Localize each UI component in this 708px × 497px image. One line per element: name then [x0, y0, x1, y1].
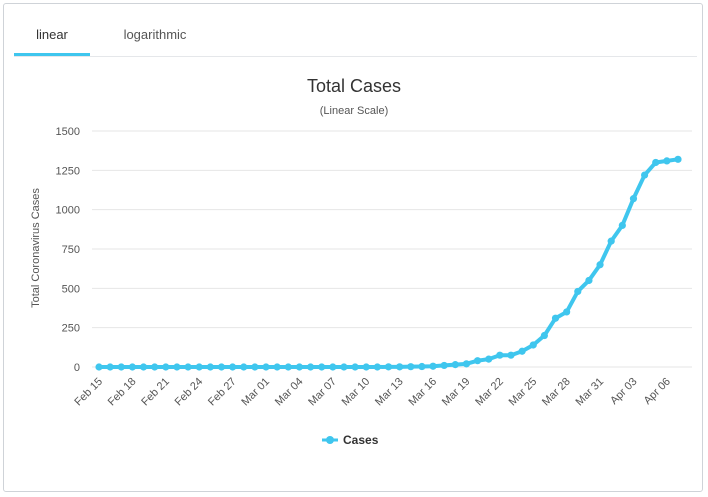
y-axis-ticks: 0 250 500 750 1000 1250 1500: [56, 126, 80, 374]
data-point[interactable]: [217, 363, 226, 371]
series-cases: [95, 155, 682, 371]
data-point[interactable]: [340, 363, 348, 371]
data-point[interactable]: [184, 363, 192, 371]
data-point[interactable]: [240, 363, 248, 371]
x-tick-label: Mar 01: [239, 376, 272, 409]
x-tick-label: Mar 10: [340, 376, 373, 409]
tab-logarithmic[interactable]: logarithmic: [123, 27, 187, 42]
x-tick-label: Feb 24: [173, 376, 206, 409]
data-point[interactable]: [518, 347, 526, 355]
x-tick-label: Apr 06: [642, 376, 673, 407]
data-point[interactable]: [351, 363, 359, 371]
y-tick-label: 0: [74, 362, 80, 374]
x-tick-label: Feb 21: [139, 376, 172, 409]
data-point[interactable]: [229, 363, 237, 371]
data-point[interactable]: [640, 171, 649, 179]
data-point[interactable]: [462, 360, 471, 368]
data-point[interactable]: [396, 363, 404, 371]
y-axis-label: Total Coronavirus Cases: [30, 188, 42, 308]
data-point[interactable]: [596, 261, 604, 269]
tab-linear[interactable]: linear: [14, 18, 90, 56]
x-tick-label: Apr 03: [608, 376, 639, 407]
data-point[interactable]: [318, 363, 326, 371]
data-point[interactable]: [473, 357, 482, 365]
data-point[interactable]: [329, 363, 337, 371]
data-point[interactable]: [574, 287, 582, 296]
data-point[interactable]: [485, 355, 493, 363]
data-point[interactable]: [551, 314, 560, 322]
legend-item-cases: Cases: [343, 433, 379, 447]
chart-subtitle: (Linear Scale): [320, 105, 388, 117]
y-tick-label: 750: [62, 244, 80, 256]
data-point[interactable]: [117, 363, 125, 371]
y-tick-label: 1250: [56, 165, 80, 177]
data-point[interactable]: [306, 363, 315, 371]
chart-title: Total Cases: [307, 76, 401, 96]
x-axis-ticks: Feb 15 Feb 18 Feb 21 Feb 24 Feb 27 Mar 01 Mar …: [72, 376, 673, 409]
data-point[interactable]: [451, 361, 459, 369]
x-tick-label: Mar 13: [373, 376, 406, 409]
x-tick-label: Mar 25: [507, 376, 540, 409]
data-point[interactable]: [151, 363, 159, 371]
data-point[interactable]: [295, 363, 304, 371]
series-line: [97, 157, 680, 369]
data-point[interactable]: [652, 158, 660, 167]
data-point[interactable]: [407, 363, 415, 371]
x-tick-label: Mar 16: [406, 376, 439, 409]
data-point[interactable]: [629, 195, 638, 203]
scale-tabs: linear logarithmic: [14, 18, 697, 57]
legend-swatch-marker: [326, 436, 334, 444]
legend[interactable]: Cases: [322, 433, 379, 447]
x-tick-label: Feb 18: [106, 376, 139, 409]
data-point[interactable]: [663, 157, 671, 165]
data-point[interactable]: [284, 363, 292, 371]
x-tick-label: Mar 22: [473, 376, 506, 409]
data-point[interactable]: [173, 363, 181, 371]
data-point[interactable]: [195, 363, 203, 371]
data-point[interactable]: [429, 362, 437, 370]
x-tick-label: Mar 31: [573, 376, 606, 409]
x-tick-label: Feb 15: [72, 376, 105, 409]
y-tick-label: 250: [62, 323, 80, 335]
data-point[interactable]: [496, 351, 504, 359]
data-point[interactable]: [607, 237, 615, 245]
data-point[interactable]: [540, 331, 548, 340]
data-point[interactable]: [206, 363, 214, 371]
data-point[interactable]: [373, 363, 381, 371]
chart-container: linear logarithmic: [3, 3, 703, 492]
data-point[interactable]: [139, 363, 148, 371]
data-point[interactable]: [251, 363, 259, 371]
data-point[interactable]: [128, 363, 137, 371]
x-tick-label: Mar 04: [273, 376, 306, 409]
data-point[interactable]: [362, 363, 370, 371]
x-tick-label: Mar 07: [306, 376, 339, 409]
y-tick-label: 1500: [56, 126, 80, 138]
data-point[interactable]: [106, 363, 114, 371]
y-tick-label: 500: [62, 283, 80, 295]
data-point[interactable]: [273, 363, 281, 371]
data-point[interactable]: [563, 308, 571, 316]
x-tick-label: Mar 19: [440, 376, 473, 409]
x-tick-label: Mar 28: [540, 376, 573, 409]
data-point[interactable]: [529, 341, 537, 349]
data-point[interactable]: [585, 276, 593, 285]
data-point[interactable]: [95, 363, 103, 371]
y-tick-label: 1000: [56, 205, 80, 217]
data-point[interactable]: [162, 363, 170, 371]
data-point[interactable]: [507, 351, 515, 359]
data-point[interactable]: [262, 363, 270, 371]
data-point[interactable]: [384, 363, 393, 371]
data-point[interactable]: [418, 362, 426, 371]
data-point[interactable]: [674, 155, 682, 163]
data-point[interactable]: [618, 221, 626, 229]
data-point[interactable]: [440, 361, 448, 370]
x-tick-label: Feb 27: [206, 376, 239, 409]
grid-lines: [92, 130, 692, 368]
